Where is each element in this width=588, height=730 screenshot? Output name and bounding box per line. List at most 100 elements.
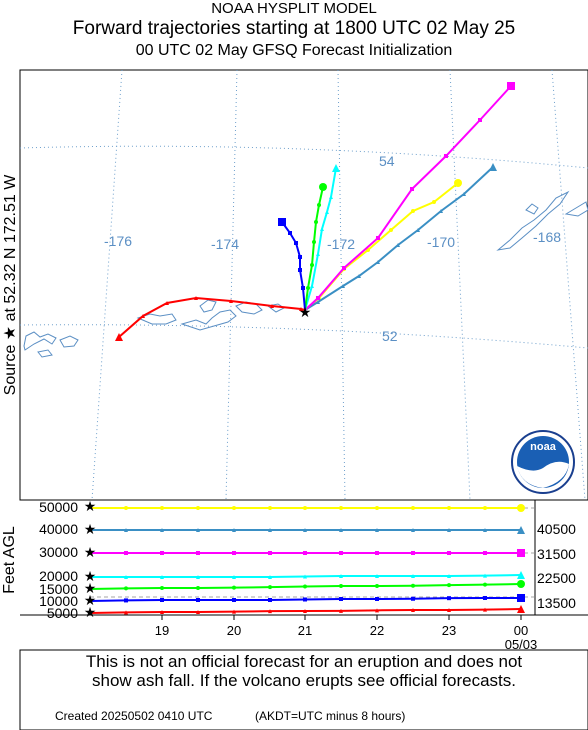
trajectory-marker xyxy=(375,551,379,555)
trajectory-marker xyxy=(357,274,361,278)
trajectory-marker xyxy=(160,528,164,532)
start-star-icon: ★ xyxy=(84,604,97,620)
trajectory-marker xyxy=(196,610,200,614)
trajectory-marker xyxy=(483,506,487,510)
trajectory-marker xyxy=(319,183,327,191)
trajectory-marker xyxy=(270,304,274,308)
trajectory-marker xyxy=(483,596,487,600)
trajectory-marker xyxy=(303,574,307,579)
trajectory-marker xyxy=(124,598,128,603)
height-tick-50000: 50000 xyxy=(39,499,78,515)
trajectory-marker xyxy=(124,506,128,510)
trajectory-marker xyxy=(316,296,320,300)
trajectory-marker xyxy=(439,209,443,213)
height-tick-15000: 15000 xyxy=(39,581,78,597)
trajectory-marker xyxy=(160,575,164,579)
trajectory-marker xyxy=(339,506,343,510)
trajectory-title: Forward trajectories starting at 1800 UT… xyxy=(72,18,516,39)
trajectory-marker xyxy=(124,528,128,532)
map-trajectory-line xyxy=(281,221,306,311)
trajectory-marker xyxy=(232,506,236,510)
start-star-icon: ★ xyxy=(84,544,97,560)
right-height-40500: 40500 xyxy=(537,521,576,537)
trajectory-marker xyxy=(194,296,198,300)
lat-label-52: 52 xyxy=(382,328,398,344)
trajectory-marker xyxy=(447,574,451,578)
time-tick-00: 00 xyxy=(514,623,528,638)
trajectory-marker xyxy=(411,608,415,612)
trajectory-marker xyxy=(320,227,324,231)
trajectory-marker xyxy=(447,608,451,612)
trajectory-marker xyxy=(232,528,236,532)
map-frame xyxy=(19,69,588,501)
footer-frame xyxy=(19,649,588,730)
trajectory-marker xyxy=(160,586,164,590)
trajectory-marker xyxy=(124,610,128,615)
trajectory-marker xyxy=(375,584,379,588)
trajectory-marker xyxy=(339,551,343,555)
trajectory-marker xyxy=(517,594,525,602)
trajectory-marker xyxy=(165,301,169,305)
trajectory-marker xyxy=(416,228,420,232)
trajectory-marker xyxy=(301,286,305,290)
trajectory-marker xyxy=(141,314,145,318)
trajectory-marker xyxy=(310,284,314,288)
trajectory-marker xyxy=(232,598,236,602)
disclaimer: This is not an official forecast for an … xyxy=(20,652,588,690)
forecast-subtitle: 00 UTC 02 May GFSQ Forecast Initializati… xyxy=(135,42,453,59)
trajectory-marker xyxy=(232,609,236,614)
disclaimer-line: This is not an official forecast for an … xyxy=(85,652,523,671)
trajectory-marker xyxy=(196,598,200,602)
map-trajectory-line xyxy=(304,85,512,311)
trajectory-marker xyxy=(483,607,487,612)
trajectory-marker xyxy=(299,307,303,311)
lon-label-176: -176 xyxy=(104,233,132,249)
time-tick-23: 23 xyxy=(442,623,456,638)
trajectory-marker xyxy=(375,574,379,578)
trajectory-marker xyxy=(314,220,318,224)
trajectory-marker xyxy=(341,284,345,288)
trajectory-marker xyxy=(115,333,123,341)
right-height-13500: 13500 xyxy=(537,595,576,611)
trajectory-marker xyxy=(411,528,415,532)
lon-label-168: -168 xyxy=(533,229,561,245)
trajectory-marker xyxy=(376,260,380,264)
trajectory-marker xyxy=(303,584,307,589)
trajectory-marker xyxy=(303,528,307,532)
trajectory-marker xyxy=(339,528,343,532)
height-tick-40000: 40000 xyxy=(39,521,78,537)
right-height-31500: 31500 xyxy=(537,546,576,562)
start-star-icon: ★ xyxy=(84,580,97,596)
trajectory-marker xyxy=(489,163,497,171)
trajectory-marker xyxy=(517,504,525,512)
trajectory-marker xyxy=(124,551,128,555)
trajectory-marker xyxy=(447,506,451,510)
trajectory-marker xyxy=(303,506,307,510)
trajectory-marker xyxy=(517,571,525,579)
trajectory-marker xyxy=(507,82,515,90)
source-star-icon: ★ xyxy=(299,304,312,320)
trajectory-marker xyxy=(483,582,487,587)
trajectory-marker xyxy=(342,266,346,270)
time-ticks xyxy=(161,615,522,620)
time-tick-19: 19 xyxy=(155,623,169,638)
trajectory-marker xyxy=(196,528,200,532)
trajectory-marker xyxy=(444,154,448,158)
height-tick-5000: 5000 xyxy=(47,605,78,621)
trajectory-marker xyxy=(160,610,164,614)
trajectory-marker xyxy=(298,255,302,259)
trajectory-marker xyxy=(375,597,379,601)
height-tick-30000: 30000 xyxy=(39,544,78,560)
trajectory-marker xyxy=(268,575,272,579)
trajectory-marker xyxy=(411,583,415,588)
trajectory-marker xyxy=(339,584,343,588)
trajectory-marker xyxy=(483,528,487,532)
start-star-icon: ★ xyxy=(84,521,97,537)
trajectory-marker xyxy=(478,118,482,122)
graticule xyxy=(19,69,588,501)
trajectory-marker xyxy=(303,551,307,555)
trajectory-marker xyxy=(339,597,343,601)
trajectory-marker xyxy=(124,575,128,579)
time-tick-20: 20 xyxy=(227,623,241,638)
trajectory-marker xyxy=(316,252,320,256)
